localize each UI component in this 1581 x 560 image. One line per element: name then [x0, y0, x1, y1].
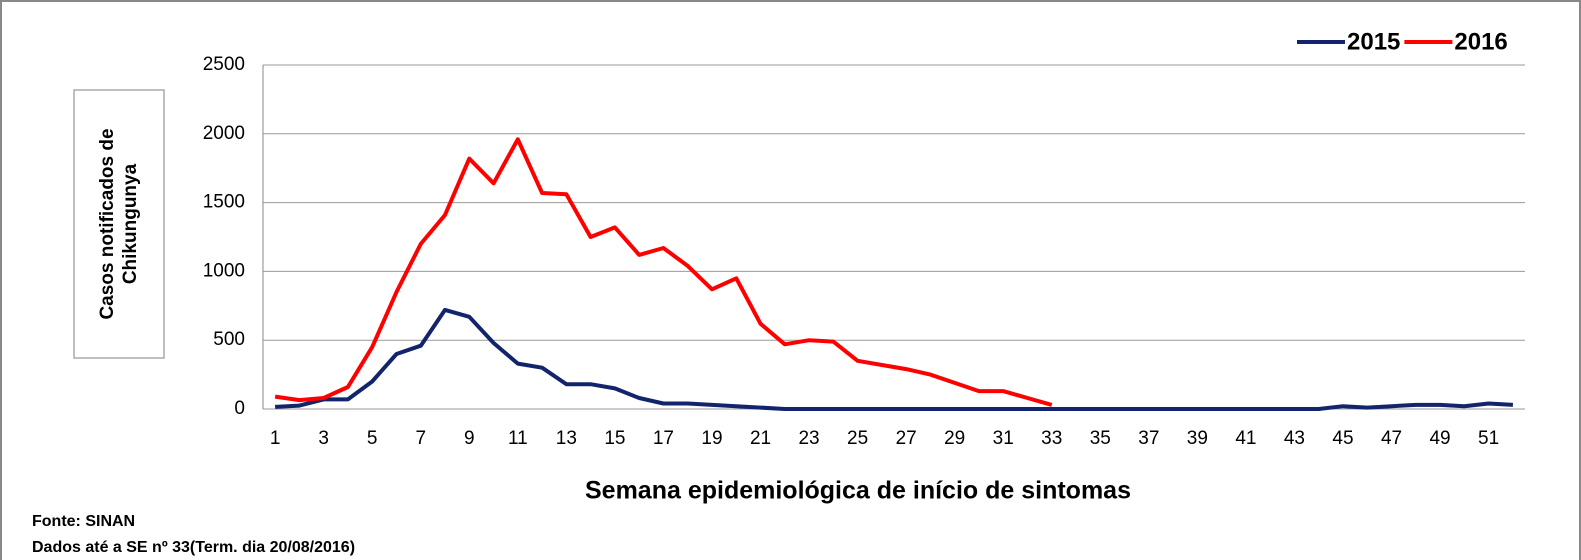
footer-note: Dados até a SE nº 33(Term. dia 20/08/201… — [32, 539, 355, 556]
x-tick-label: 17 — [653, 428, 674, 449]
x-tick-label: 1 — [270, 428, 281, 449]
x-tick-label: 33 — [1041, 428, 1062, 449]
x-tick-label: 13 — [556, 428, 577, 449]
x-tick-label: 27 — [896, 428, 917, 449]
x-tick-label: 35 — [1090, 428, 1111, 449]
x-tick-label: 45 — [1332, 428, 1353, 449]
x-tick-label: 19 — [701, 428, 722, 449]
y-tick-label: 0 — [234, 398, 245, 419]
y-tick-label: 1000 — [203, 260, 245, 281]
x-tick-label: 51 — [1478, 428, 1499, 449]
y-axis-label: Casos notificados de — [97, 128, 118, 319]
x-tick-label: 23 — [798, 428, 819, 449]
x-tick-label: 41 — [1235, 428, 1256, 449]
y-label-box — [73, 89, 165, 359]
y-tick-label: 500 — [213, 329, 245, 350]
y-axis-label: Chikungunya — [120, 163, 141, 284]
data-line — [274, 137, 1053, 407]
x-tick-label: 21 — [750, 428, 771, 449]
x-tick-label: 29 — [944, 428, 965, 449]
y-tick-label: 2000 — [203, 123, 245, 144]
x-tick-label: 7 — [415, 428, 426, 449]
x-tick-label: 25 — [847, 428, 868, 449]
legend-label: 2015 — [1347, 28, 1400, 55]
y-tick-label: 1500 — [203, 192, 245, 213]
x-tick-label: 3 — [318, 428, 329, 449]
legend-label: 2016 — [1454, 28, 1507, 55]
x-tick-label: 15 — [604, 428, 625, 449]
x-tick-label: 39 — [1187, 428, 1208, 449]
x-tick-label: 5 — [367, 428, 378, 449]
y-tick-label: 2500 — [203, 54, 245, 75]
x-tick-label: 43 — [1284, 428, 1305, 449]
x-tick-label: 47 — [1381, 428, 1402, 449]
x-tick-label: 11 — [508, 428, 528, 449]
data-line — [274, 307, 1514, 411]
x-tick-label: 31 — [993, 428, 1014, 449]
x-tick-label: 37 — [1138, 428, 1159, 449]
x-tick-label: 49 — [1429, 428, 1450, 449]
footer-note: Fonte: SINAN — [32, 513, 135, 530]
x-axis-label: Semana epidemiológica de início de sinto… — [585, 477, 1131, 505]
x-tick-label: 9 — [464, 428, 475, 449]
